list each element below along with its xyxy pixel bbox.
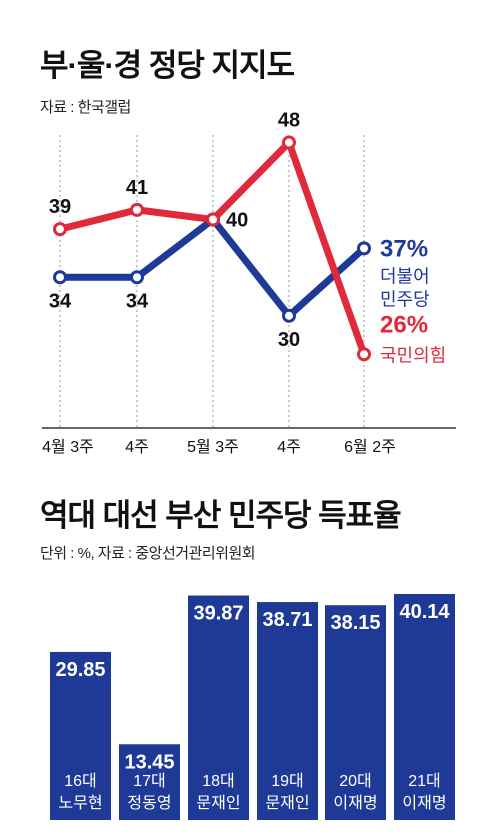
bar-value-label-0: 29.85 [55,659,105,681]
bar-category-label-3: 19대 [271,772,304,790]
bar-value-label-1: 13.45 [124,751,174,773]
bar-category-label-4: 20대 [339,772,372,790]
data-point-0-2 [206,212,220,227]
data-point-1-3 [282,308,296,323]
bar-value-label-3: 38.71 [262,609,312,631]
data-label-0-4: 26% [380,311,428,338]
bar-17대 [119,744,180,820]
data-label-1-3: 30 [278,329,300,351]
x-tick-label-0: 4월 3주 [42,438,94,456]
bar-candidate-label-4: 이재명 [333,794,377,812]
bar-candidate-label-3: 문재인 [265,794,309,812]
bar-value-label-4: 38.15 [330,612,380,634]
data-label-1-1: 34 [126,290,149,312]
busan-vote-panel: 역대 대선 부산 민주당 득표율 단위 : %, 자료 : 중앙선거관리위원회 … [0,470,500,840]
line-chart-title: 부·울·경 정당 지지도 [40,48,295,83]
bar-16대 [50,651,111,820]
bar-18대 [188,595,249,820]
line-chart-source: 자료 : 한국갤럽 [40,99,131,116]
bar-candidate-label-2: 문재인 [196,794,240,812]
data-label-0-3: 48 [278,110,300,132]
bar-candidate-label-5: 이재명 [402,794,446,812]
bar-chart-source: 단위 : %, 자료 : 중앙선거관리위원회 [40,545,256,562]
series-line-ppp [56,139,368,358]
bar-category-label-5: 21대 [408,772,441,790]
x-tick-label-2: 5월 3주 [187,438,239,456]
series-name-dpk-line2: 민주당 [380,289,430,309]
data-point-0-3 [282,135,296,150]
bar-candidate-label-1: 정동영 [127,794,171,812]
data-label-1-2: 40 [226,210,248,232]
data-point-0-1 [130,202,144,217]
bar-21대 [394,594,455,820]
data-label-0-0: 39 [49,196,71,218]
data-label-1-0: 34 [49,290,72,312]
bar-value-label-5: 40.14 [399,601,450,623]
bar-20대 [325,605,386,820]
data-point-0-4 [357,347,371,362]
data-point-1-4 [357,241,371,256]
bar-19대 [257,602,318,820]
series-name-ppp: 국민의힘 [380,345,446,365]
party-support-panel: 부·울·경 정당 지지도 자료 : 한국갤럽 39 41 48 34 34 40 30 37%… [40,48,456,456]
data-point-1-0 [53,270,67,285]
bar-value-label-2: 39.87 [193,603,243,625]
series-name-dpk-line1: 더불어 [380,266,430,286]
data-point-0-0 [53,222,67,237]
bar-category-label-0: 16대 [64,772,97,790]
bar-candidate-label-0: 노무현 [58,794,102,812]
bar-category-label-2: 18대 [202,772,235,790]
bar-chart-title: 역대 대선 부산 민주당 득표율 [40,498,402,533]
x-tick-label-3: 4주 [277,439,301,456]
data-label-1-4: 37% [380,235,428,262]
bar-category-label-1: 17대 [133,772,166,790]
data-point-1-1 [130,270,144,285]
data-label-0-1: 41 [126,177,148,199]
x-tick-label-4: 6월 2주 [344,438,396,456]
x-tick-label-1: 4주 [125,439,149,456]
